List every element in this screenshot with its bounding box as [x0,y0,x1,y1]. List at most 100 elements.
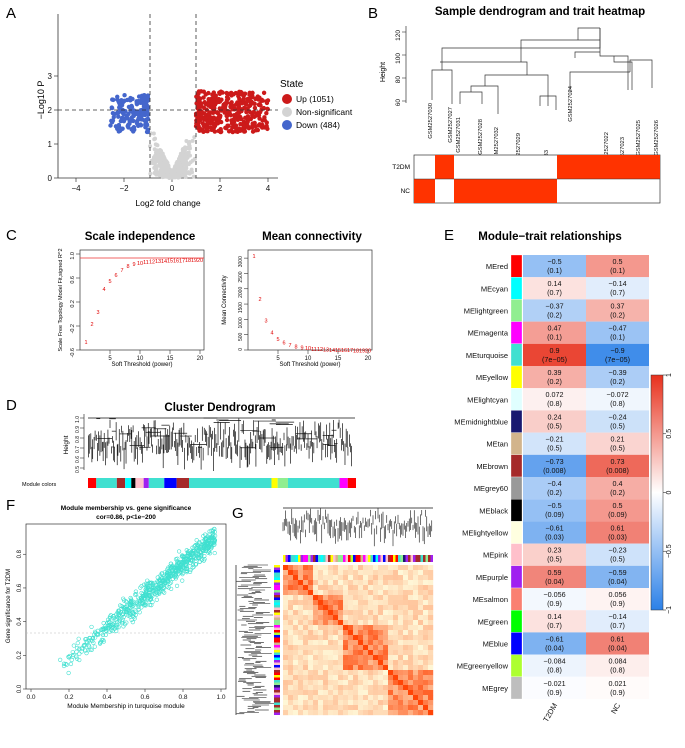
ns-point [159,148,164,153]
tom-cell [358,685,364,691]
up-point [201,95,206,100]
down-point [128,95,133,101]
tom-cell [403,700,409,706]
tom-cell [428,680,434,686]
cell-nc-cor: 0.056 [609,590,627,599]
left-color-cell [274,692,280,695]
tom-cell [333,595,339,601]
tom-cell [383,595,389,601]
tom-cell [343,705,349,711]
tom-cell [283,655,289,661]
gene-point [176,549,182,554]
tom-cell [408,600,414,606]
top-color-cell [408,555,411,562]
tom-cell [378,595,384,601]
module-name: MEtan [486,440,508,449]
tom-cell [403,710,409,716]
module-segment [96,478,117,488]
cell-t2dm-p: (0.2) [547,310,562,319]
tom-cell [353,620,359,626]
up-point [233,129,239,134]
tom-cell [308,690,314,696]
cell-nc-cor: 0.21 [611,435,625,444]
scale-x-label: Soft Threshold (power) [112,362,173,368]
tom-cell [378,640,384,646]
module-segment [189,478,272,488]
tom-cell [348,695,354,701]
tom-cell [293,615,299,621]
power-point: 5 [108,279,111,285]
tom-cell [403,615,409,621]
gene-point [197,559,202,564]
cell-t2dm [523,255,586,278]
tom-cell [393,605,399,611]
tom-cell [368,670,374,676]
left-color-cell [274,567,280,570]
tom-cell [288,575,294,581]
tom-cell [373,645,379,651]
gene-point [171,572,176,577]
tom-cell [408,585,414,591]
down-point [125,123,130,129]
cell-nc-cor: 0.61 [611,634,625,643]
tom-cell [288,665,294,671]
tom-cell [313,565,319,571]
tom-cell [378,660,384,666]
tom-cell [328,605,334,611]
module-trait-heatmap: MEred−0.5(0.1)0.5(0.1)MEcyan0.14(0.7)−0.… [454,254,649,724]
tom-cell [343,665,349,671]
tom-cell [358,635,364,641]
ns-point [183,170,188,175]
gene-point [101,621,106,626]
tom-cell [323,705,329,711]
tom-cell [283,615,289,621]
tom-cell [358,610,364,616]
tom-cell [293,585,299,591]
y-tick-label: -0.6 [70,348,76,357]
gene-point [148,596,153,601]
tom-cell [373,565,379,571]
tom-cell [373,675,379,681]
tom-cell [393,565,399,571]
tom-cell [358,565,364,571]
gene-point [129,599,134,605]
scale-tick-label: 1 [666,373,673,377]
tom-cell [383,570,389,576]
tom-cell [333,600,339,606]
tom-cell [348,700,354,706]
tom-cell [293,675,299,681]
gene-point [131,603,136,608]
up-point [249,99,254,104]
tom-cell [348,635,354,641]
panel-d-letter: D [6,397,17,414]
gene-point [120,612,125,618]
tom-cell [313,640,319,646]
tom-cell [383,695,389,701]
down-point [138,116,143,121]
top-color-cell [395,555,398,562]
cell-nc-p: (0.5) [610,444,625,453]
gene-point [92,629,98,634]
tom-cell [333,655,339,661]
tom-cell [318,580,324,586]
ns-point [186,162,191,167]
tom-cell [388,620,394,626]
power-point: 7 [120,268,123,274]
gene-point [140,593,145,599]
tom-cell [298,610,304,616]
tom-cell [353,675,359,681]
tom-cell [388,625,394,631]
tom-cell [383,690,389,696]
tom-cell [328,690,334,696]
tom-cell [413,605,419,611]
tom-cell [283,685,289,691]
y-tick-label: 0.0 [17,684,23,693]
top-color-cell [305,555,308,562]
cell-nc-cor: −0.47 [608,324,626,333]
tom-cell [298,655,304,661]
tom-cell [378,610,384,616]
cell-nc-p: (0.8) [610,666,625,675]
tom-cell [343,620,349,626]
up-point [226,123,231,129]
tom-cell [373,620,379,626]
